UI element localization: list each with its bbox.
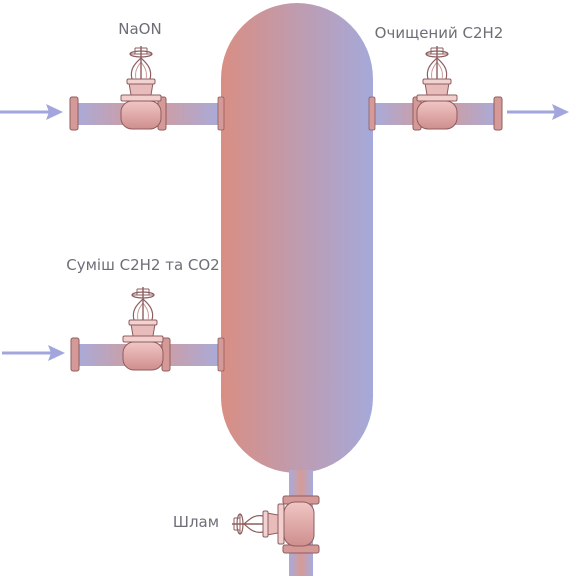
naoh-inlet-label: NaON [118, 20, 161, 38]
sludge-valve-icon[interactable] [231, 501, 315, 547]
separator-vessel [221, 3, 373, 473]
purified-outlet-arrow [507, 104, 569, 120]
naoh-inlet-arrow [0, 104, 63, 120]
sludge-outlet-line [231, 470, 320, 576]
sludge-outlet-label: Шлам [173, 513, 219, 531]
mixture-inlet-arrow [2, 345, 65, 361]
purified-valve-icon[interactable] [416, 45, 458, 130]
purified-outlet-line [368, 45, 503, 131]
naoh-inlet-line [69, 45, 225, 131]
naoh-valve-icon[interactable] [120, 45, 162, 130]
mixture-valve-icon[interactable] [122, 286, 164, 371]
purified-outlet-label: Очищений C2H2 [375, 24, 504, 42]
mixture-inlet-line [70, 286, 225, 372]
mixture-inlet-label: Суміш C2H2 та CO2 [66, 256, 219, 274]
